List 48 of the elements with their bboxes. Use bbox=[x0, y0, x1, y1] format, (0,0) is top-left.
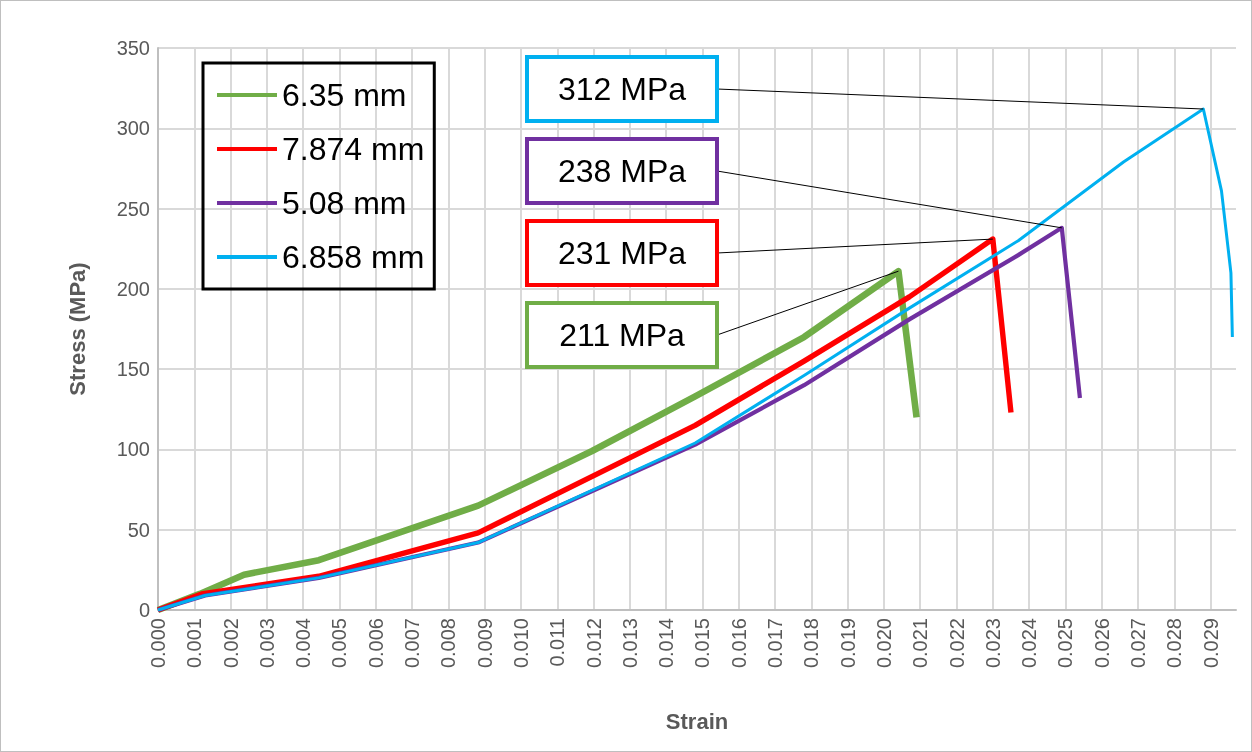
x-tick-label: 0.009 bbox=[473, 618, 496, 669]
x-tick-label: 0.010 bbox=[509, 618, 532, 669]
annotation: 238 MPa bbox=[557, 153, 687, 189]
annotation: 211 MPa bbox=[559, 317, 686, 353]
legend-label: 6.35 mm bbox=[282, 77, 407, 113]
x-tick-label: 0.014 bbox=[655, 618, 678, 669]
y-tick-label: 250 bbox=[116, 197, 150, 220]
legend-label: 5.08 mm bbox=[282, 185, 407, 221]
x-tick-label: 0.024 bbox=[1018, 618, 1041, 669]
x-tick-label: 0.001 bbox=[183, 618, 206, 669]
y-tick-label: 50 bbox=[127, 518, 150, 541]
y-axis-title: Stress (MPa) bbox=[64, 262, 90, 396]
x-tick-label: 0.022 bbox=[945, 618, 968, 669]
x-tick-label: 0.005 bbox=[328, 618, 351, 669]
legend-label: 6.858 mm bbox=[282, 239, 425, 275]
annotation: 231 MPa bbox=[557, 235, 687, 271]
annotation: 312 MPa bbox=[557, 71, 687, 107]
y-tick-label: 0 bbox=[138, 599, 150, 621]
x-tick-label: 0.000 bbox=[147, 618, 169, 669]
y-tick-label: 300 bbox=[116, 117, 150, 140]
legend-label: 7.874 mm bbox=[282, 131, 425, 167]
x-tick-label: 0.029 bbox=[1199, 618, 1222, 669]
x-tick-label: 0.023 bbox=[981, 618, 1004, 669]
x-tick-label: 0.003 bbox=[255, 618, 278, 669]
x-axis-title: Strain bbox=[665, 708, 729, 734]
x-tick-label: 0.004 bbox=[292, 618, 315, 669]
x-tick-label: 0.013 bbox=[618, 618, 641, 669]
x-tick-label: 0.015 bbox=[691, 618, 714, 669]
x-tick-label: 0.012 bbox=[582, 618, 605, 669]
x-tick-label: 0.011 bbox=[546, 618, 569, 667]
x-tick-label: 0.018 bbox=[800, 618, 823, 669]
x-tick-label: 0.006 bbox=[364, 618, 387, 669]
x-tick-label: 0.025 bbox=[1054, 618, 1077, 669]
x-tick-label: 0.002 bbox=[219, 618, 242, 669]
x-tick-label: 0.028 bbox=[1163, 618, 1186, 669]
x-tick-label: 0.008 bbox=[437, 618, 460, 669]
y-tick-label: 350 bbox=[116, 37, 150, 59]
x-tick-label: 0.007 bbox=[401, 618, 424, 669]
x-tick-label: 0.016 bbox=[727, 618, 750, 669]
x-tick-label: 0.017 bbox=[764, 618, 787, 669]
y-tick-label: 200 bbox=[116, 277, 150, 300]
x-tick-label: 0.026 bbox=[1090, 618, 1113, 669]
x-tick-label: 0.020 bbox=[872, 618, 895, 669]
x-tick-label: 0.021 bbox=[909, 618, 932, 669]
y-tick-label: 150 bbox=[116, 358, 150, 381]
x-tick-label: 0.019 bbox=[836, 618, 859, 669]
y-tick-label: 100 bbox=[116, 438, 150, 461]
x-tick-label: 0.027 bbox=[1127, 618, 1149, 669]
